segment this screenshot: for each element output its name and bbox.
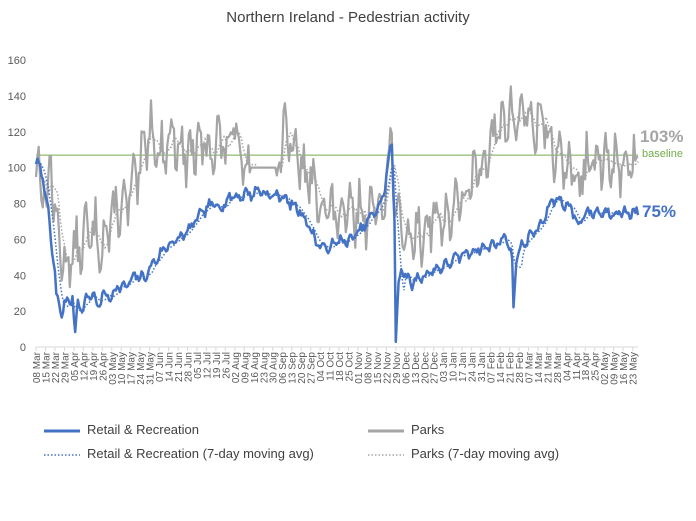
legend-label-retail-avg: Retail & Recreation (7-day moving avg) [87,446,314,461]
x-tick-label: 17 May [127,352,138,385]
legend-label-retail: Retail & Recreation [87,422,199,437]
x-tick-label: 13 Sep [288,352,299,384]
x-tick-label: 22 Mar [51,351,62,383]
legend-swatch-retail [44,429,80,433]
x-tick-label: 16 Aug [250,352,261,383]
y-tick-label: 120 [8,127,26,139]
y-tick-label: 0 [20,342,26,354]
x-tick-label: 11 Apr [572,351,583,380]
x-tick-label: 07 Jun [155,352,166,382]
x-tick-label: 20 Dec [420,352,431,384]
legend-label-parks-avg: Parks (7-day moving avg) [411,446,560,461]
x-tick-label: 19 Apr [89,351,100,381]
retail-avg-line [35,160,639,315]
x-tick-label: 02 Aug [231,352,242,383]
x-tick-label: 13 Dec [411,352,422,384]
retail-end-label: 75% [642,202,677,221]
x-tick-label: 07 Feb [487,352,498,384]
x-tick-label: 12 Apr [79,351,90,381]
x-tick-label: 14 Mar [534,351,545,383]
chart-title: Northern Ireland - Pedestrian activity [226,9,470,26]
x-tick-label: 23 Aug [259,352,270,383]
x-tick-label: 21 Feb [505,352,516,384]
x-tick-label: 15 Mar [41,351,52,383]
x-tick-label: 25 Apr [591,351,602,381]
x-tick-label: 28 Mar [553,351,564,383]
legend-swatch-parks-avg [368,454,404,456]
baseline-label: baseline [642,148,683,160]
parks-line [34,85,639,289]
x-tick-label: 11 Oct [326,352,337,381]
x-tick-label: 19 Jul [212,352,223,379]
x-tick-label: 04 Apr [562,351,573,381]
x-tick-label: 03 May [108,352,119,385]
x-tick-label: 02 May [600,352,611,385]
y-tick-label: 20 [14,306,26,318]
x-tick-label: 26 Apr [98,351,109,381]
x-tick-label: 28 Feb [515,352,526,384]
x-tick-label: 27 Sep [307,352,318,384]
x-tick-label: 07 Mar [524,351,535,383]
x-tick-label: 10 May [117,352,128,385]
x-tick-label: 24 May [136,352,147,385]
y-tick-label: 40 [14,270,26,282]
y-tick-label: 140 [8,91,26,103]
x-tick-label: 29 Nov [392,352,403,384]
y-tick-label: 160 [8,55,26,67]
x-tick-label: 05 Apr [70,351,81,381]
x-tick-label: 23 May [629,352,640,385]
y-tick-label: 100 [8,163,26,175]
x-tick-label: 26 Jul [221,352,232,379]
x-tick-label: 27 Dec [430,352,441,384]
x-tick-label: 30 Aug [269,352,280,383]
x-tick-label: 22 Nov [382,352,393,384]
x-tick-label: 09 May [610,352,621,385]
x-tick-label: 29 Mar [60,351,71,383]
x-tick-label: 25 Oct [344,352,355,382]
x-tick-label: 21 Jun [174,352,185,382]
parks-end-label: 103% [640,127,684,146]
x-tick-label: 06 Dec [401,352,412,384]
x-tick-label: 16 May [619,352,630,385]
x-tick-label: 15 Nov [373,352,384,384]
x-tick-label: 31 Jan [477,352,488,382]
y-tick-label: 80 [14,199,26,211]
x-tick-label: 28 Jun [184,352,195,382]
x-tick-label: 14 Jun [165,352,176,382]
retail-line [34,143,640,344]
x-tick-label: 12 Jul [202,352,213,379]
x-tick-label: 08 Mar [32,351,43,383]
x-tick-label: 31 May [146,352,157,385]
legend-swatch-retail-avg [44,454,80,456]
x-tick-label: 18 Apr [581,351,592,381]
x-tick-label: 09 Aug [240,352,251,383]
x-tick-label: 08 Nov [363,352,374,384]
x-tick-label: 10 Jan [449,352,460,382]
x-tick-label: 05 Jul [193,352,204,379]
legend-label-parks: Parks [411,422,445,437]
x-tick-label: 21 Mar [543,351,554,383]
x-tick-label: 14 Feb [496,352,507,384]
series-lines [34,85,640,344]
x-tick-label: 04 Oct [316,352,327,382]
x-tick-label: 01 Nov [354,352,365,384]
x-tick-label: 03 Jan [439,352,450,382]
x-tick-label: 17 Jan [458,352,469,382]
x-tick-label: 06 Sep [278,352,289,384]
y-tick-label: 60 [14,234,26,246]
x-tick-label: 18 Oct [335,352,346,382]
x-tick-label: 24 Jan [468,352,479,382]
legend-swatch-parks [368,429,404,433]
x-tick-label: 20 Sep [297,352,308,384]
